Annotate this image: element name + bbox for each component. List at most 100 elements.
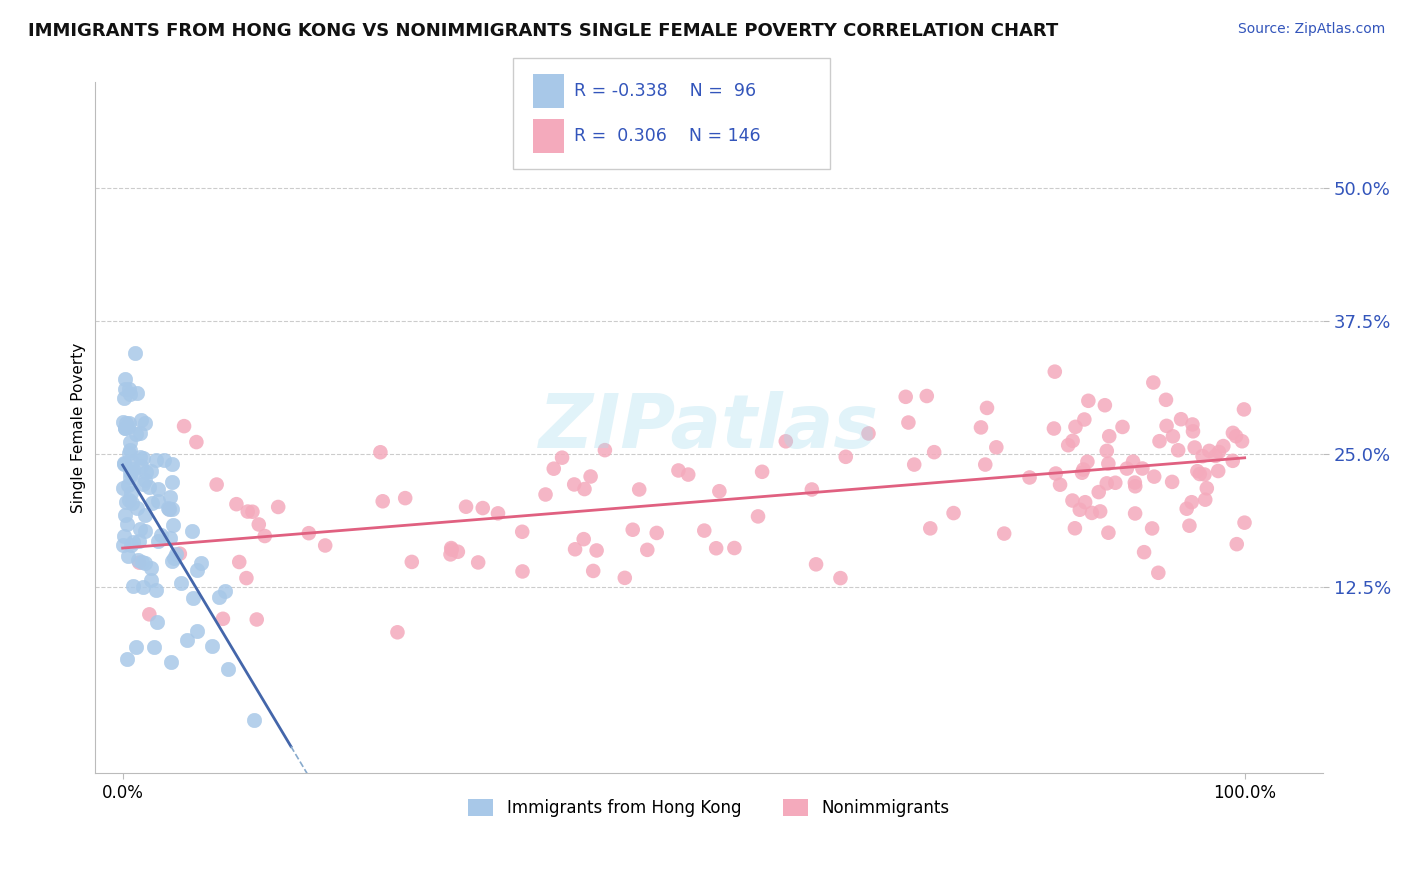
Point: [112, 529, 135, 543]
Point: [141, 464, 163, 478]
Point: [1154, 392, 1177, 407]
Point: [111, 415, 134, 429]
Point: [145, 583, 167, 598]
Point: [628, 483, 651, 497]
Point: [134, 416, 156, 430]
Point: [134, 524, 156, 538]
Point: [1115, 461, 1137, 475]
Point: [1122, 455, 1144, 469]
Point: [125, 640, 148, 654]
Point: [1062, 493, 1084, 508]
Point: [1191, 449, 1213, 463]
Point: [1098, 429, 1121, 443]
Point: [1233, 402, 1256, 417]
Point: [1071, 466, 1094, 480]
Point: [247, 517, 270, 532]
Point: [160, 502, 183, 516]
Point: [153, 452, 176, 467]
Point: [1062, 434, 1084, 448]
Point: [920, 521, 942, 535]
Point: [1222, 454, 1244, 468]
Point: [1077, 393, 1099, 408]
Point: [835, 450, 858, 464]
Point: [582, 564, 605, 578]
Point: [125, 427, 148, 442]
Point: [159, 491, 181, 505]
Point: [129, 522, 152, 536]
Point: [804, 558, 827, 572]
Point: [621, 523, 644, 537]
Point: [1147, 566, 1170, 580]
Point: [1161, 429, 1184, 443]
Point: [139, 561, 162, 575]
Point: [135, 466, 157, 480]
Point: [1097, 457, 1119, 471]
Point: [976, 401, 998, 415]
Point: [246, 612, 269, 626]
Point: [1104, 475, 1126, 490]
Point: [124, 346, 146, 360]
Point: [1133, 545, 1156, 559]
Point: [440, 542, 463, 557]
Point: [447, 545, 470, 559]
Point: [131, 555, 153, 569]
Point: [974, 458, 997, 472]
Point: [564, 542, 586, 557]
Point: [173, 419, 195, 434]
Point: [186, 563, 208, 577]
Point: [1208, 445, 1230, 459]
Point: [186, 624, 208, 638]
Point: [593, 443, 616, 458]
Point: [1194, 467, 1216, 482]
Point: [543, 461, 565, 475]
Point: [704, 541, 727, 556]
Point: [751, 465, 773, 479]
Point: [128, 556, 150, 570]
Point: [170, 575, 193, 590]
Point: [156, 501, 179, 516]
Point: [134, 474, 156, 488]
Point: [894, 390, 917, 404]
Point: [903, 458, 925, 472]
Point: [1123, 479, 1146, 493]
Point: [370, 445, 392, 459]
Point: [1187, 464, 1209, 478]
Point: [1069, 502, 1091, 516]
Point: [693, 524, 716, 538]
Point: [176, 633, 198, 648]
Point: [121, 535, 143, 549]
Point: [1049, 477, 1071, 491]
Point: [298, 526, 321, 541]
Point: [440, 541, 463, 555]
Point: [114, 508, 136, 523]
Point: [160, 554, 183, 568]
Point: [1073, 462, 1095, 476]
Text: ZIPatlas: ZIPatlas: [538, 392, 879, 464]
Point: [1181, 425, 1204, 439]
Point: [314, 539, 336, 553]
Point: [1161, 475, 1184, 489]
Point: [551, 450, 574, 465]
Point: [134, 556, 156, 570]
Point: [114, 371, 136, 385]
Point: [1212, 439, 1234, 453]
Point: [127, 386, 149, 401]
Text: Source: ZipAtlas.com: Source: ZipAtlas.com: [1237, 22, 1385, 37]
Point: [242, 713, 264, 727]
Point: [534, 487, 557, 501]
Point: [1073, 412, 1095, 426]
Point: [142, 640, 165, 654]
Point: [1064, 521, 1087, 535]
Point: [1230, 434, 1253, 449]
Point: [579, 469, 602, 483]
Point: [141, 573, 163, 587]
Point: [467, 556, 489, 570]
Point: [111, 481, 134, 495]
Point: [121, 466, 143, 480]
Point: [162, 517, 184, 532]
Point: [253, 529, 276, 543]
Point: [120, 485, 142, 500]
Point: [205, 477, 228, 491]
Point: [148, 533, 170, 548]
Point: [114, 495, 136, 509]
